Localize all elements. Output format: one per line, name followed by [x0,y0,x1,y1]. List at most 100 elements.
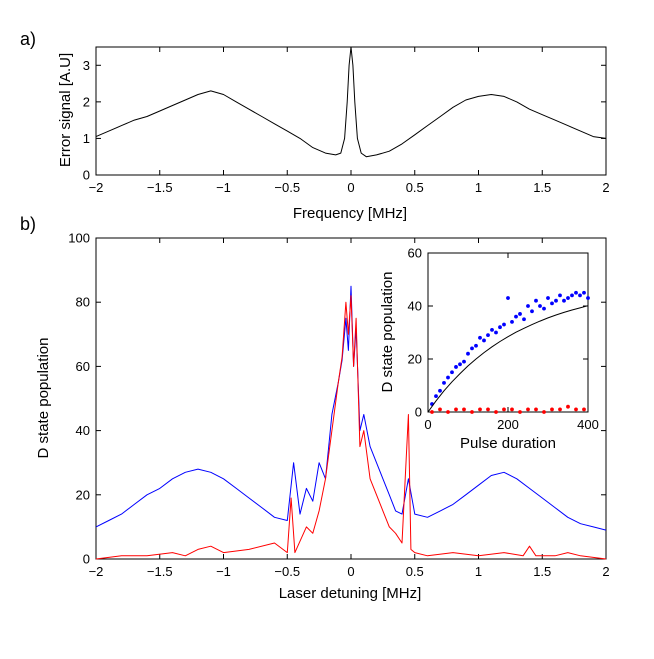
inset-series-2-point-6 [478,407,482,412]
inset-series-2-point-15 [550,407,554,412]
inset-chart: 0 200 400 0 20 40 60 Pulse duration D state popu… [379,246,599,453]
panel-b-ytick-label-4: 80 [76,295,90,310]
panel-b-ytick-label-3: 60 [76,359,90,374]
panel-a-series-0-line [95,46,607,158]
inset-series-2-point-4 [462,407,466,412]
panel-a-label: a) [20,29,36,49]
inset-series-0-point-24 [526,304,530,308]
panel-b-chart: Laser detuning [MHz] D state population … [35,231,610,603]
inset-series-0-point-14 [486,333,490,338]
panel-a-xtick-label-6: 1 [475,180,482,195]
inset-series-0-point-36 [574,290,578,295]
inset-series-0-point-19 [506,296,510,300]
inset-series-2-point-5 [470,410,474,414]
inset-series-0-point-23 [522,317,526,322]
panel-a-xtick-label-5: 0.5 [406,180,424,195]
inset-series-2-point-0 [430,410,434,414]
inset-series-0-point-30 [550,301,554,306]
panel-b-ytick-label-1: 20 [76,487,90,502]
panel-b-ytick-label-5: 100 [68,231,90,246]
inset-series-0-point-9 [466,351,470,356]
panel-b-xtick-label-6: 1 [475,564,482,579]
inset-series-0-point-3 [442,380,446,385]
inset-series-0-point-13 [482,338,486,343]
panel-b-xtick-label-4: 0 [347,564,354,579]
inset-series-2-point-7 [486,407,490,412]
inset-series-0-point-29 [546,296,550,300]
inset-series-0-point-31 [554,298,558,303]
panel-a-plot-frame [95,46,607,176]
panel-b-xtick-label-3: −0.5 [274,564,300,579]
inset-series-2-point-16 [558,407,562,412]
inset-series-0-point-39 [586,296,590,300]
inset-xtick-label-2: 400 [577,417,599,432]
inset-series-0-point-21 [514,314,518,319]
panel-b-xtick-label-7: 1.5 [533,564,551,579]
inset-series-0-point-8 [462,359,466,364]
inset-series-2-point-17 [566,404,570,409]
panel-b-xtick-label-1: −1.5 [147,564,173,579]
inset-series-0-point-7 [458,362,462,367]
panel-b-ytick-label-2: 40 [76,423,90,438]
panel-a-xtick-label-1: −1.5 [147,180,173,195]
panel-b-ylabel: D state population [35,338,52,459]
inset-series-0-point-28 [542,306,546,311]
inset-series-2-point-3 [454,407,458,412]
panel-a-xtick-label-2: −1 [216,180,231,195]
panel-b-ytick-label-0: 0 [83,552,90,567]
panel-a-xtick-label-0: −2 [89,180,104,195]
inset-ylabel: D state population [379,272,396,393]
inset-series-2-point-13 [534,407,538,412]
panel-a-chart: Frequency [MHz] Error signal [A.U] −2 −1.… [57,46,610,222]
panel-a-xtick-label-8: 2 [602,180,609,195]
inset-ytick-label-3: 60 [408,246,422,261]
inset-ytick-label-2: 40 [408,299,422,314]
inset-series-0-point-1 [434,394,438,398]
inset-series-0-point-35 [570,293,574,298]
inset-series-2-point-1 [438,407,442,412]
inset-series-2-point-18 [574,407,578,412]
inset-series-0-point-15 [490,327,494,332]
inset-series-2-point-8 [494,410,498,414]
panel-a-ylabel: Error signal [A.U] [57,53,74,167]
panel-b-xtick-label-5: 0.5 [406,564,424,579]
inset-series-0-point-26 [534,298,538,303]
inset-series-0-point-22 [518,312,522,316]
inset-ytick-label-0: 0 [415,405,422,420]
inset-xtick-label-1: 200 [497,417,519,432]
inset-series-0-point-33 [562,298,566,303]
panel-a-xtick-label-4: 0 [347,180,354,195]
inset-xtick-label-0: 0 [424,417,431,432]
inset-series-0-point-16 [494,330,498,335]
panel-b-label: b) [20,214,36,234]
inset-series-2-point-9 [502,407,506,412]
inset-series-0-point-38 [582,290,586,295]
panel-a-ytick-label-0: 0 [83,168,90,183]
inset-series-0-point-2 [438,388,442,393]
inset-series-2-point-2 [446,410,450,414]
inset-series-0-point-37 [578,293,582,298]
panel-b-series-1-line [95,295,607,560]
panel-a-xtick-label-7: 1.5 [533,180,551,195]
inset-series-2-point-10 [510,407,514,412]
panel-a-xlabel: Frequency [MHz] [293,205,407,222]
inset-series-0-point-12 [478,335,482,340]
inset-series-0-point-10 [470,346,474,351]
panel-b-xtick-label-8: 2 [602,564,609,579]
inset-series-0-point-25 [530,309,534,314]
inset-series-2-point-19 [582,407,586,412]
panel-b-xlabel: Laser detuning [MHz] [279,585,422,602]
inset-series-0-point-34 [566,296,570,300]
inset-series-0-point-27 [538,304,542,308]
inset-series-0-point-11 [474,343,478,348]
inset-series-0-point-18 [502,322,506,327]
panel-a-xtick-label-3: −0.5 [274,180,300,195]
inset-series-0-point-17 [498,325,502,330]
inset-series-1-line [427,305,589,413]
panel-a-ytick-label-1: 1 [83,131,90,146]
inset-series-0-point-6 [454,365,458,369]
inset-series-0-point-4 [446,375,450,380]
inset-series-0-point-32 [558,293,562,298]
inset-series-2-point-11 [518,410,522,414]
